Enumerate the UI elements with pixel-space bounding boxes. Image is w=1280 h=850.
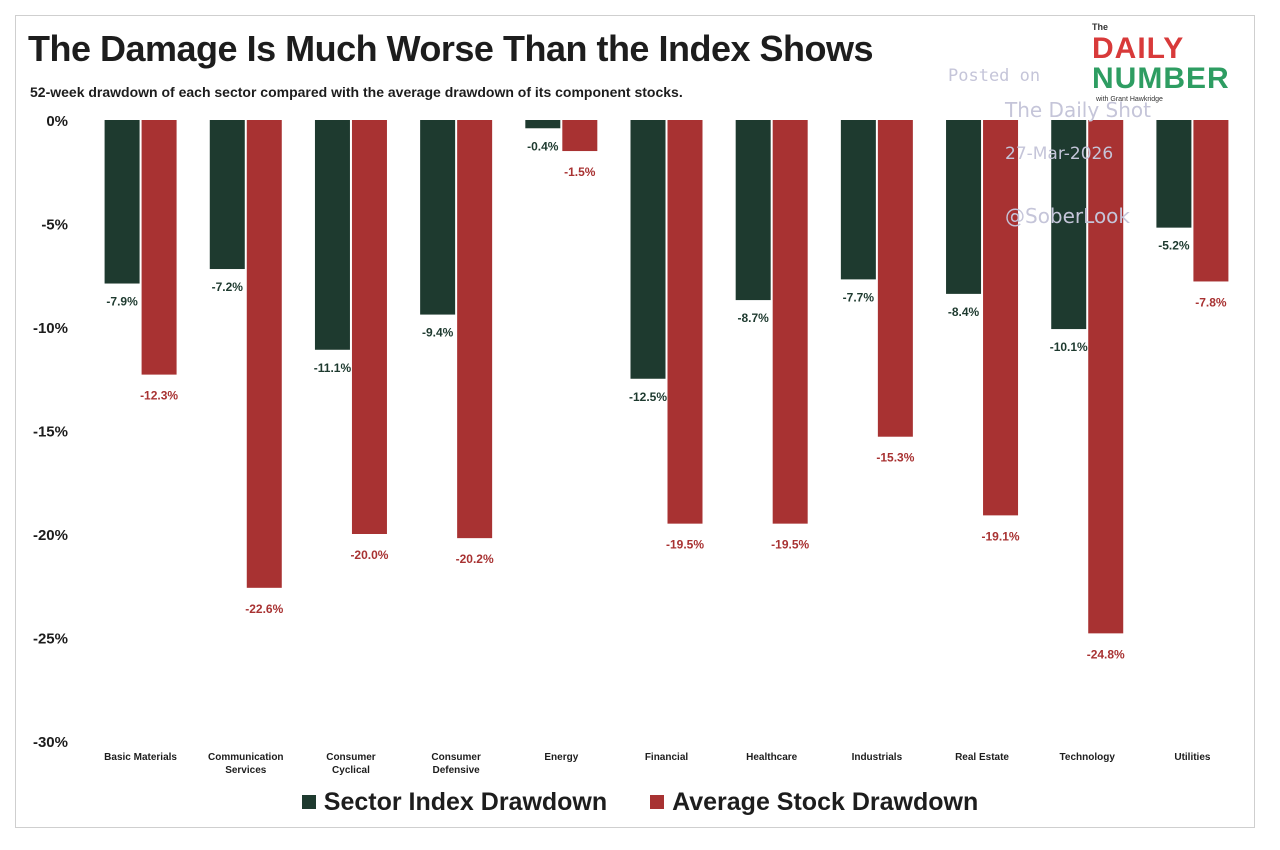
bar-sector-index <box>104 120 140 284</box>
x-category-label: Communication <box>208 752 284 763</box>
daily-number-logo: The DAILY NUMBER with Grant Hawkridge <box>1090 22 1255 110</box>
y-tick-label: -10% <box>33 320 68 337</box>
x-category-label: Financial <box>645 752 689 763</box>
bar-sector-index <box>840 120 876 280</box>
x-category-label: Real Estate <box>955 752 1009 763</box>
x-category-label: Healthcare <box>746 752 798 763</box>
bar-sector-index <box>420 120 456 315</box>
data-label-sector: -0.4% <box>527 139 559 153</box>
x-category-label: Consumer <box>431 752 481 763</box>
logo-number: NUMBER <box>1092 62 1230 95</box>
bar-sector-index <box>630 120 666 379</box>
y-tick-label: -30% <box>33 734 68 751</box>
data-label-sector: -12.5% <box>629 390 667 404</box>
data-label-sector: -7.7% <box>843 290 875 304</box>
y-tick-label: -25% <box>33 631 68 648</box>
bar-sector-index <box>1051 120 1087 330</box>
bar-average-stock <box>983 120 1019 516</box>
bar-average-stock <box>667 120 703 524</box>
watermark-source: The Daily Shot <box>1005 98 1151 122</box>
data-label-stock: -19.1% <box>982 529 1020 543</box>
bar-sector-index <box>209 120 245 270</box>
chart-title: The Damage Is Much Worse Than the Index … <box>28 28 874 69</box>
data-label-stock: -1.5% <box>564 165 596 179</box>
x-category-label: Consumer <box>326 752 376 763</box>
bar-average-stock <box>1088 120 1124 634</box>
bar-average-stock <box>141 120 177 375</box>
data-label-stock: -19.5% <box>771 538 809 552</box>
data-label-sector: -11.1% <box>314 361 352 375</box>
data-label-sector: -8.4% <box>948 305 980 319</box>
bar-average-stock <box>351 120 387 534</box>
legend-swatch-sector <box>301 795 316 809</box>
bar-sector-index <box>946 120 982 294</box>
watermark-date: 27-Mar-2026 <box>1005 144 1114 164</box>
data-label-sector: -7.2% <box>212 280 244 294</box>
bar-average-stock <box>772 120 808 524</box>
data-label-stock: -20.2% <box>456 552 494 566</box>
bar-average-stock <box>1193 120 1229 282</box>
chart-subtitle: 52-week drawdown of each sector compared… <box>30 84 683 100</box>
logo-the: The <box>1092 22 1109 32</box>
y-tick-label: -20% <box>33 527 68 544</box>
legend-item-stock: Average Stock Drawdown <box>650 788 978 817</box>
bar-average-stock <box>246 120 282 588</box>
bar-average-stock <box>562 120 598 152</box>
data-label-stock: -20.0% <box>350 548 388 562</box>
legend-label-stock: Average Stock Drawdown <box>672 788 979 816</box>
x-category-label: Basic Materials <box>104 752 177 763</box>
chart-legend: Sector Index Drawdown Average Stock Draw… <box>0 788 1280 817</box>
data-label-sector: -7.9% <box>106 295 138 309</box>
x-category-label: Cyclical <box>332 765 370 776</box>
bar-sector-index <box>735 120 771 301</box>
bar-sector-index <box>314 120 350 350</box>
data-label-sector: -10.1% <box>1050 340 1088 354</box>
y-tick-label: -15% <box>33 424 68 441</box>
legend-swatch-stock <box>650 795 665 809</box>
x-category-label: Services <box>225 765 267 776</box>
bar-average-stock <box>457 120 493 539</box>
legend-item-sector: Sector Index Drawdown <box>301 788 608 817</box>
data-label-stock: -22.6% <box>245 602 283 616</box>
x-category-label: Industrials <box>852 752 903 763</box>
watermark-posted-on: Posted on <box>948 66 1041 86</box>
data-label-sector: -8.7% <box>738 311 770 325</box>
y-tick-label: 0% <box>46 113 68 130</box>
x-category-label: Defensive <box>433 765 481 776</box>
data-label-stock: -12.3% <box>140 389 178 403</box>
x-category-label: Technology <box>1060 752 1116 763</box>
x-category-label: Utilities <box>1174 752 1211 763</box>
y-tick-label: -5% <box>41 217 68 234</box>
bar-sector-index <box>525 120 561 129</box>
logo-with: with Grant Hawkridge <box>1096 96 1163 103</box>
data-label-stock: -7.8% <box>1195 295 1227 309</box>
data-label-sector: -5.2% <box>1158 239 1190 253</box>
data-label-stock: -15.3% <box>876 451 914 465</box>
legend-label-sector: Sector Index Drawdown <box>323 788 608 816</box>
logo-daily: DAILY <box>1092 32 1185 65</box>
data-label-stock: -19.5% <box>666 538 704 552</box>
bar-sector-index <box>1156 120 1192 228</box>
watermark-handle: @SoberLook <box>1005 204 1130 228</box>
data-label-sector: -9.4% <box>422 326 454 340</box>
x-category-label: Energy <box>544 752 578 763</box>
bar-average-stock <box>877 120 913 437</box>
data-label-stock: -24.8% <box>1087 647 1125 661</box>
